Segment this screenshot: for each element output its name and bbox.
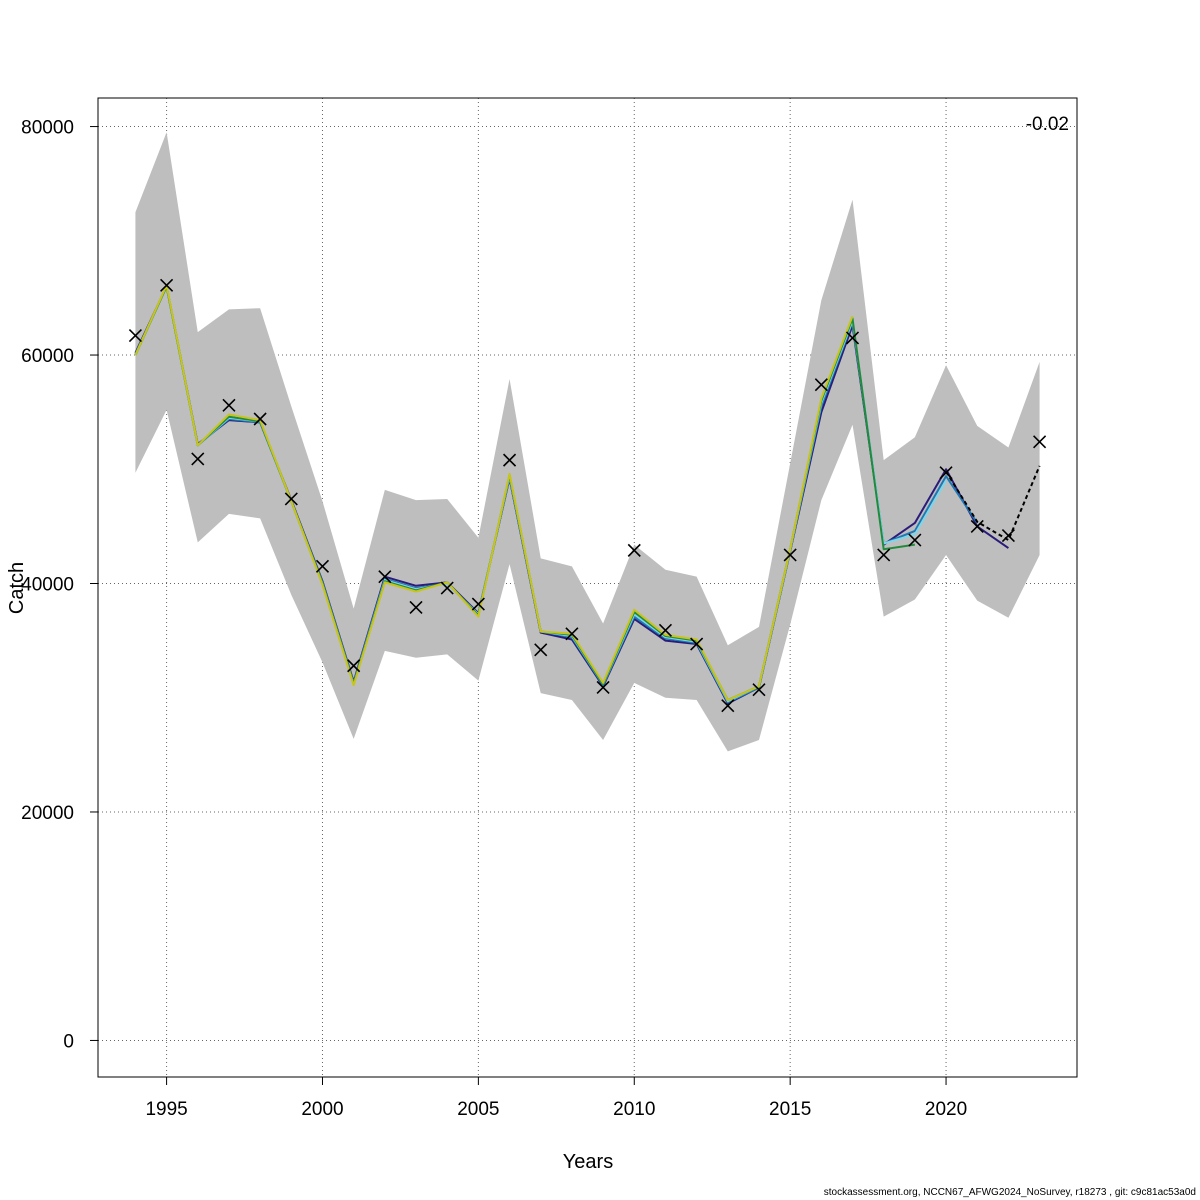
- y-tick-label-40000: 40000: [21, 575, 74, 596]
- observed-point-1995: [160, 278, 174, 292]
- observed-point-2004: [440, 581, 454, 595]
- y-tick-label-20000: 20000: [21, 803, 74, 824]
- fitted-series-layer: [134, 284, 1009, 705]
- observed-point-1998: [253, 412, 267, 426]
- observed-point-2003: [409, 600, 423, 615]
- y-tick-label-80000: 80000: [21, 118, 74, 139]
- x-tick-label-2010: 2010: [613, 1099, 655, 1120]
- x-tick-label-2005: 2005: [457, 1099, 499, 1120]
- observed-point-2010: [627, 543, 641, 557]
- fitted-series-line-5: [134, 284, 854, 702]
- observed-points-layer: [128, 278, 1047, 713]
- observed-point-2011: [658, 623, 673, 637]
- observed-point-2008: [565, 627, 579, 641]
- observed-point-2015: [783, 548, 797, 562]
- observed-point-2009: [596, 680, 610, 695]
- corner-value-label: -0.02: [1026, 114, 1069, 135]
- x-tick-label-2020: 2020: [925, 1099, 967, 1120]
- observed-point-2007: [534, 643, 548, 657]
- observed-point-2002: [378, 570, 392, 584]
- observed-point-2005: [471, 597, 485, 611]
- observed-point-2018: [877, 548, 891, 562]
- observed-point-1997: [222, 398, 236, 412]
- x-axis-label: Years: [563, 1151, 613, 1173]
- observed-point-1996: [191, 452, 205, 466]
- observed-point-1999: [284, 492, 298, 506]
- observed-point-1994: [128, 329, 142, 343]
- observed-point-2017: [845, 331, 860, 345]
- confidence-band-layer: [135, 132, 1040, 752]
- observed-point-2020: [939, 466, 953, 480]
- x-tick-label-2015: 2015: [769, 1099, 811, 1120]
- x-axis: 1995 2000 2005 2010 2015 2020: [145, 1077, 967, 1120]
- x-tick-label-2000: 2000: [301, 1099, 343, 1120]
- footer-attribution: stockassessment.org, NCCN67_AFWG2024_NoS…: [823, 1187, 1196, 1198]
- observed-point-2006: [502, 453, 517, 467]
- x-tick-label-1995: 1995: [145, 1099, 187, 1120]
- observed-point-2016: [814, 378, 828, 392]
- observed-point-2021: [970, 519, 984, 533]
- observed-point-2019: [908, 533, 922, 547]
- y-tick-label-60000: 60000: [21, 346, 74, 367]
- observed-point-2000: [315, 559, 330, 573]
- observed-point-2012: [690, 637, 704, 651]
- confidence-band: [135, 132, 1040, 752]
- observed-point-2001: [347, 659, 361, 673]
- y-axis-label: Catch: [6, 562, 28, 614]
- observed-point-2014: [752, 683, 766, 697]
- final-fit-layer: [945, 465, 1041, 542]
- final-fit-dashed-line: [945, 465, 1041, 542]
- y-tick-label-0: 0: [63, 1031, 74, 1052]
- y-axis: 0 20000 40000 60000 80000: [21, 118, 98, 1052]
- observed-point-2022: [1001, 528, 1015, 543]
- observed-point-2023: [1033, 435, 1047, 449]
- plot-frame: [97, 97, 1078, 1078]
- observed-point-2013: [721, 699, 735, 713]
- grid-lines: [98, 98, 1077, 1077]
